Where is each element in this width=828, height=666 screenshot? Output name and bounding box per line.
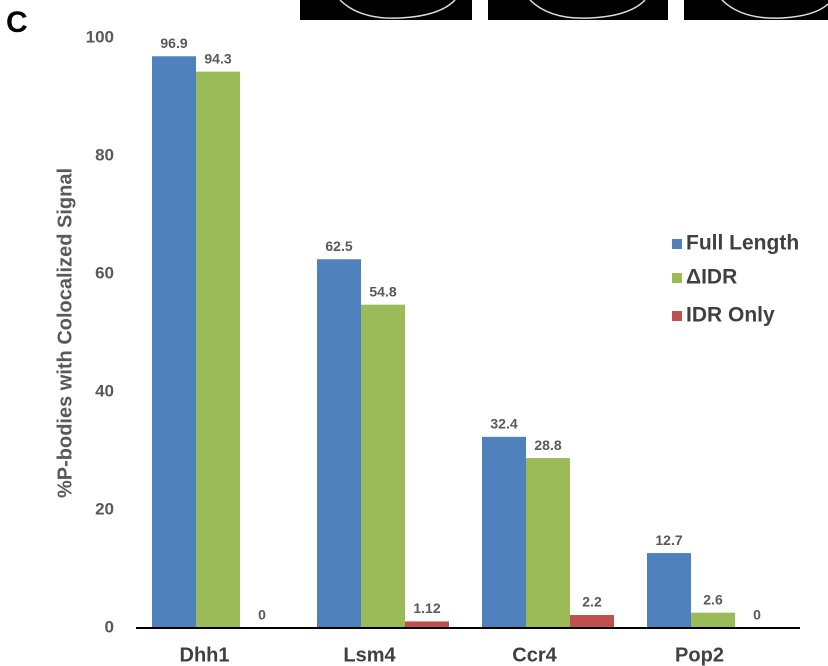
value-label: 0 [753, 607, 761, 623]
panel-label: C [6, 6, 28, 39]
value-label: 96.9 [160, 35, 187, 51]
bar [482, 437, 526, 628]
value-label: 32.4 [490, 416, 517, 432]
value-label: 12.7 [655, 532, 682, 548]
y-tick-label: 100 [86, 27, 114, 46]
bar [570, 615, 614, 628]
bar [526, 458, 570, 628]
y-tick-label: 80 [95, 145, 114, 164]
value-label: 0 [258, 607, 266, 623]
bar [152, 56, 196, 628]
y-tick-label: 20 [95, 499, 114, 518]
y-tick-label: 0 [105, 617, 114, 636]
bar [691, 613, 735, 628]
bar [647, 553, 691, 628]
legend-label: IDR Only [686, 304, 775, 327]
legend-swatch [672, 273, 682, 283]
y-axis-label: %P-bodies with Colocalized Signal [54, 168, 76, 498]
value-label: 2.2 [582, 594, 602, 610]
figure: C %P-bodies with Colocalized Signal 0 20 4… [0, 0, 828, 666]
y-tick-label: 60 [95, 263, 114, 282]
legend-label: ΔIDR [686, 266, 737, 289]
value-label: 94.3 [204, 50, 231, 66]
x-tick-label: Ccr4 [512, 644, 557, 666]
value-label: 28.8 [534, 437, 561, 453]
bar [196, 72, 240, 628]
value-label: 2.6 [703, 591, 723, 607]
x-tick-label: Lsm4 [343, 644, 396, 666]
legend-swatch [672, 311, 682, 321]
cropped-images [300, 0, 828, 20]
legend-swatch [672, 239, 682, 249]
value-label: 54.8 [369, 283, 396, 299]
x-tick-label: Pop2 [675, 644, 724, 666]
bar [317, 259, 361, 628]
bar [361, 305, 405, 628]
legend-label: Full Length [686, 232, 799, 255]
value-label: 62.5 [325, 238, 352, 254]
value-label: 1.12 [413, 600, 440, 616]
y-tick-label: 40 [95, 381, 114, 400]
x-tick-label: Dhh1 [180, 644, 230, 666]
